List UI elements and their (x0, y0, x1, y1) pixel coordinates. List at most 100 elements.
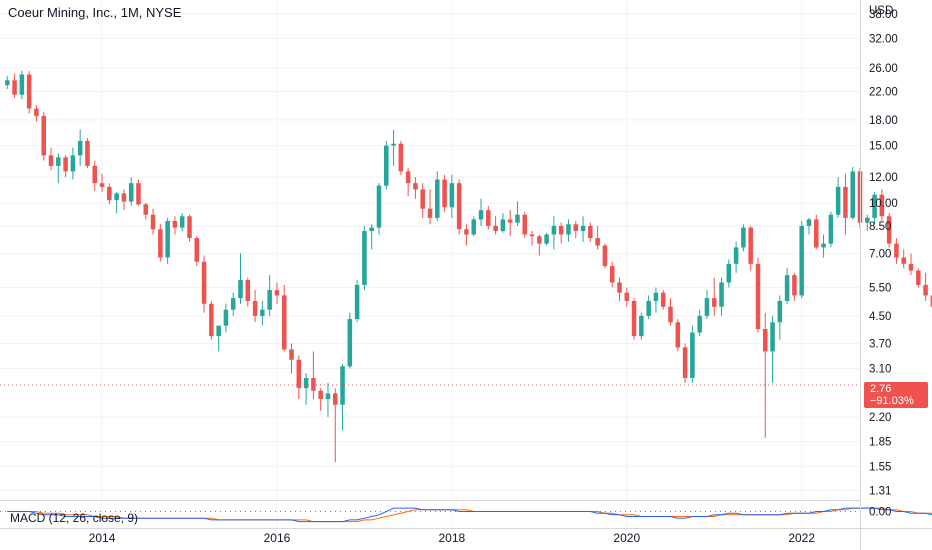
candle-body (376, 185, 382, 228)
candle-body (828, 214, 834, 244)
candle-body (34, 108, 39, 116)
price-tick-label: 10.00 (869, 198, 898, 210)
candle-body (70, 155, 76, 172)
candle-body (128, 183, 134, 202)
last-price-change: −91.03% (870, 395, 914, 407)
candle-body (201, 261, 207, 304)
candle-body (923, 284, 928, 296)
candle-body (595, 238, 600, 246)
candle-body (384, 145, 389, 186)
candle-body (653, 292, 659, 301)
candle-body (63, 157, 68, 172)
candle-body (500, 219, 506, 232)
time-tick-label: 2022 (788, 531, 815, 545)
candle-body (340, 366, 345, 405)
candle-body (741, 227, 746, 248)
candle-body (682, 347, 688, 378)
candle-body (646, 300, 651, 316)
candle-body (85, 140, 90, 166)
candle-body (704, 298, 710, 316)
candle-body (894, 243, 899, 258)
candle-body (930, 295, 932, 307)
candle-body (281, 295, 287, 350)
candle-body (901, 257, 906, 264)
candle-body (391, 143, 396, 146)
candle-body (843, 186, 848, 218)
candle-body (216, 325, 221, 337)
candle-body (799, 225, 804, 296)
candle-body (588, 225, 593, 239)
candle-body (158, 229, 163, 258)
candle-body (668, 306, 673, 323)
candle-body (56, 157, 61, 166)
candle-body (230, 298, 236, 310)
candle-body (303, 377, 309, 389)
candle-body (821, 243, 826, 248)
candle-body (908, 263, 914, 271)
candle-body (107, 186, 112, 201)
candle-body (850, 171, 855, 218)
macd-zero-label: 0.00 (869, 506, 891, 518)
candle-body (48, 155, 54, 166)
time-tick-label: 2020 (613, 531, 640, 545)
macd-indicator-label[interactable]: MACD (12, 26, close, 9) (10, 511, 139, 525)
candle-body (427, 208, 433, 218)
candle-body (325, 393, 331, 399)
candle-body (755, 263, 761, 330)
candle-body (26, 74, 32, 109)
candle-body (252, 300, 258, 316)
candle-body (405, 171, 411, 184)
candle-body (916, 270, 921, 285)
candle-body (814, 219, 819, 248)
candle-body (660, 292, 666, 307)
candle-body (209, 303, 214, 337)
candle-body (165, 221, 170, 258)
candle-body (478, 210, 484, 220)
candle-body (332, 393, 338, 405)
candle-body (486, 210, 491, 226)
candle-body (609, 266, 615, 283)
price-tick-label: 2.20 (869, 412, 891, 424)
candle-body (238, 279, 243, 299)
price-tick-label: 8.50 (869, 221, 891, 233)
candle-body (639, 315, 644, 337)
price-tick-label: 32.00 (869, 33, 898, 45)
candle-body (413, 183, 418, 190)
candle-body (398, 143, 404, 172)
candle-body (362, 231, 367, 285)
candle-body (150, 214, 156, 230)
candle-body (194, 238, 200, 262)
last-price-value: 2.76 (870, 383, 892, 395)
candle-body (245, 279, 251, 301)
candle-body (697, 315, 702, 333)
candle-body (690, 332, 695, 378)
candle-body (558, 225, 564, 235)
candle-body (507, 219, 513, 223)
candle-body (617, 282, 622, 293)
candle-body (522, 214, 528, 235)
candle-body (99, 183, 105, 187)
candle-body (449, 183, 455, 208)
candle-body (770, 322, 775, 352)
chart-title: Coeur Mining, Inc., 1M, NYSE (8, 5, 182, 20)
candle-body (143, 204, 149, 215)
time-tick-label: 2016 (264, 531, 291, 545)
price-tick-label: 38.00 (869, 9, 898, 21)
grid-layer (0, 0, 860, 528)
candle-body (41, 115, 46, 156)
candle-body (311, 377, 316, 391)
price-tick-label: 15.00 (869, 141, 898, 153)
candle-body (762, 329, 768, 352)
last-price-badge: 2.76 −91.03% (864, 382, 928, 408)
candle-body (172, 221, 178, 228)
candle-body (544, 234, 549, 244)
time-tick-label: 2018 (439, 531, 466, 545)
price-tick-label: 18.00 (869, 115, 898, 127)
candle-body (12, 80, 17, 95)
candle-body (566, 224, 571, 235)
macd-layer (0, 507, 932, 523)
price-tick-label: 1.55 (869, 462, 891, 474)
candle-body (872, 194, 877, 218)
